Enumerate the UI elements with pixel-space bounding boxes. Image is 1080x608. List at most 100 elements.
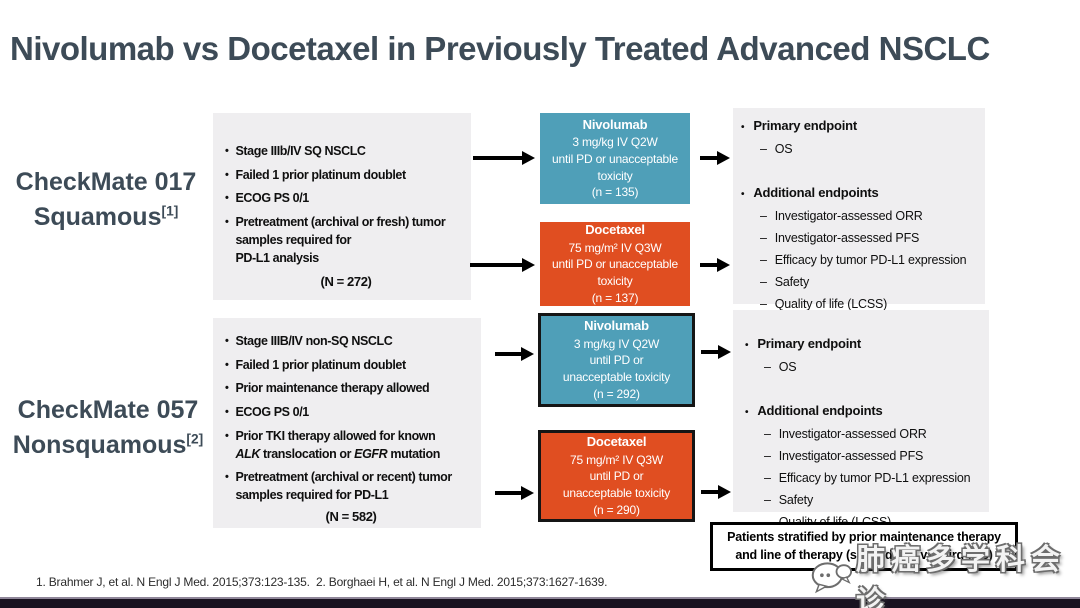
criteria-item: • Prior maintenance therapy allowed — [225, 379, 477, 398]
arrow-nivolumab1-to-endpoints1 — [700, 156, 717, 160]
dash-icon: – — [764, 427, 771, 441]
bottom-bar — [0, 597, 1080, 608]
trial1-nivolumab-box: Nivolumab 3 mg/kg IV Q2W until PD or una… — [540, 113, 690, 204]
bullet-icon: • — [745, 340, 749, 351]
trial2-ref-mark: [2] — [186, 431, 204, 447]
drug-duration: until PD or unacceptable toxicity — [552, 257, 678, 289]
dash-icon: – — [760, 231, 767, 245]
bullet-icon: • — [225, 406, 229, 419]
criteria-item: • Failed 1 prior platinum doublet — [225, 166, 467, 185]
dash-icon: – — [764, 449, 771, 463]
trial1-docetaxel-box: Docetaxel 75 mg/m² IV Q3W until PD or un… — [540, 222, 690, 306]
criteria-item-tki: • Prior TKI therapy allowed for known ALK… — [225, 427, 477, 463]
trial2-endpoints-panel: • Primary endpoint – OS • Additional endpoi… — [733, 310, 989, 529]
trial1-name: CheckMate 017 — [15, 168, 197, 196]
trial1-criteria-panel: • Stage IIIb/IV SQ NSCLC • Failed 1 prior … — [213, 113, 471, 300]
watermark-text: 肺癌多学科会诊 — [856, 544, 1067, 608]
trial1-subtype: Squamous[1] — [33, 202, 179, 231]
gene-alk: ALK — [235, 446, 260, 461]
dash-icon: – — [764, 471, 771, 485]
criteria-item: • ECOG PS 0/1 — [225, 403, 477, 422]
trial2-label: CheckMate 057 Nonsquamous[2] — [0, 393, 216, 462]
drug-dose: 3 mg/kg IV Q2W — [572, 135, 658, 149]
arrow-docetaxel2-to-endpoints2 — [701, 490, 718, 494]
criteria-item: • Failed 1 prior platinum doublet — [225, 356, 477, 375]
endpoint-item: – OS — [764, 360, 797, 374]
drug-n: (n = 135) — [591, 185, 639, 200]
dash-icon: – — [760, 297, 767, 311]
slide-title: Nivolumab vs Docetaxel in Previously Tre… — [10, 30, 990, 67]
arrow-nivolumab2-to-endpoints2 — [701, 350, 718, 354]
footer-references: 1. Brahmer J, et al. N Engl J Med. 2015;… — [36, 575, 608, 589]
additional-endpoints-header: • Additional endpoints — [741, 185, 985, 204]
bullet-icon: • — [225, 429, 229, 442]
drug-dose: 75 mg/m² IV Q3W — [569, 452, 664, 467]
endpoint-item: –Quality of life (LCSS) — [760, 297, 888, 311]
bullet-icon: • — [225, 192, 229, 205]
arrow-docetaxel1-to-endpoints1 — [700, 263, 717, 267]
drug-dose: 75 mg/m² IV Q3W — [568, 240, 662, 255]
criteria-item: • ECOG PS 0/1 — [225, 189, 467, 208]
bullet-icon: • — [741, 122, 745, 133]
arrow-criteria1-to-nivolumab1 — [473, 156, 522, 160]
trial2-nivolumab-box: Nivolumab 3 mg/kg IV Q2W until PD or una… — [538, 313, 695, 407]
dash-icon: – — [760, 142, 767, 156]
criteria-item: • Stage IIIB/IV non-SQ NSCLC — [225, 332, 477, 351]
trial1-enrollment-n: (N = 272) — [320, 274, 372, 290]
bullet-icon: • — [225, 216, 229, 229]
dash-icon: – — [760, 275, 767, 289]
endpoint-item: – Investigator-assessed ORR — [764, 427, 927, 441]
bullet-icon: • — [225, 471, 229, 483]
endpoint-item: – OS — [760, 142, 793, 156]
bullet-icon: • — [745, 407, 749, 418]
endpoint-item: – Investigator-assessed PFS — [764, 449, 924, 463]
arrow-criteria2-to-nivolumab2 — [495, 352, 521, 356]
criteria-item: • Stage IIIb/IV SQ NSCLC — [225, 142, 467, 161]
endpoint-item: – Efficacy by tumor PD-L1 expression — [764, 471, 971, 485]
drug-n: (n = 137) — [591, 290, 639, 305]
trial1-endpoints-panel: • Primary endpoint – OS • Additional endpoi… — [733, 108, 985, 311]
endpoint-item: – Investigator-assessed PFS — [760, 231, 920, 245]
drug-n: (n = 292) — [593, 386, 640, 401]
watermark: 肺癌多学科会诊 — [810, 536, 1080, 608]
trial1-label: CheckMate 017 Squamous[1] — [0, 165, 212, 234]
drug-n: (n = 290) — [593, 502, 640, 517]
endpoint-item: – Safety — [764, 493, 814, 507]
dash-icon: – — [764, 360, 771, 374]
trial2-enrollment-n: (N = 582) — [325, 509, 377, 525]
primary-endpoint-header: • Primary endpoint — [741, 118, 985, 137]
trial1-ref-mark: [1] — [161, 203, 179, 219]
bullet-icon: • — [225, 168, 229, 181]
drug-duration: until PD or unacceptable toxicity — [562, 469, 671, 501]
endpoint-item: – Safety — [760, 275, 810, 289]
drug-duration: until PD or unacceptable toxicity — [552, 151, 678, 183]
arrow-criteria1-to-docetaxel1 — [470, 263, 522, 267]
arrow-criteria2-to-docetaxel2 — [495, 491, 521, 495]
dash-icon: – — [760, 209, 767, 223]
drug-name: Nivolumab — [584, 318, 649, 334]
primary-endpoint-header: • Primary endpoint — [745, 336, 989, 355]
additional-endpoints-header: • Additional endpoints — [745, 403, 989, 422]
chat-bubbles-icon — [811, 562, 853, 594]
drug-dose: 3 mg/kg IV Q2W — [573, 336, 660, 351]
bullet-icon: • — [741, 189, 745, 200]
criteria-item: • Pretreatment (archival or fresh) tumor … — [225, 213, 467, 267]
dash-icon: – — [760, 253, 767, 267]
bullet-icon: • — [225, 358, 229, 371]
trial2-criteria-panel: • Stage IIIB/IV non-SQ NSCLC • Failed 1 pr… — [213, 318, 481, 528]
drug-name: Nivolumab — [582, 116, 648, 132]
drug-name: Docetaxel — [586, 434, 647, 450]
endpoint-item: – Investigator-assessed ORR — [760, 209, 923, 223]
drug-duration: until PD or unacceptable toxicity — [562, 353, 671, 385]
dash-icon: – — [764, 493, 771, 507]
bullet-icon: • — [225, 382, 229, 395]
drug-name: Docetaxel — [585, 222, 645, 238]
gene-egfr: EGFR — [354, 446, 388, 461]
trial2-name: CheckMate 057 — [17, 396, 199, 424]
endpoint-item: – Efficacy by tumor PD-L1 expression — [760, 253, 967, 267]
bullet-icon: • — [225, 145, 229, 157]
stratification-note: Patients stratified by prior maintenance… — [710, 522, 1018, 571]
trial2-subtype: Nonsquamous[2] — [12, 430, 204, 459]
criteria-item: • Pretreatment (archival or recent) tumor… — [225, 468, 477, 504]
